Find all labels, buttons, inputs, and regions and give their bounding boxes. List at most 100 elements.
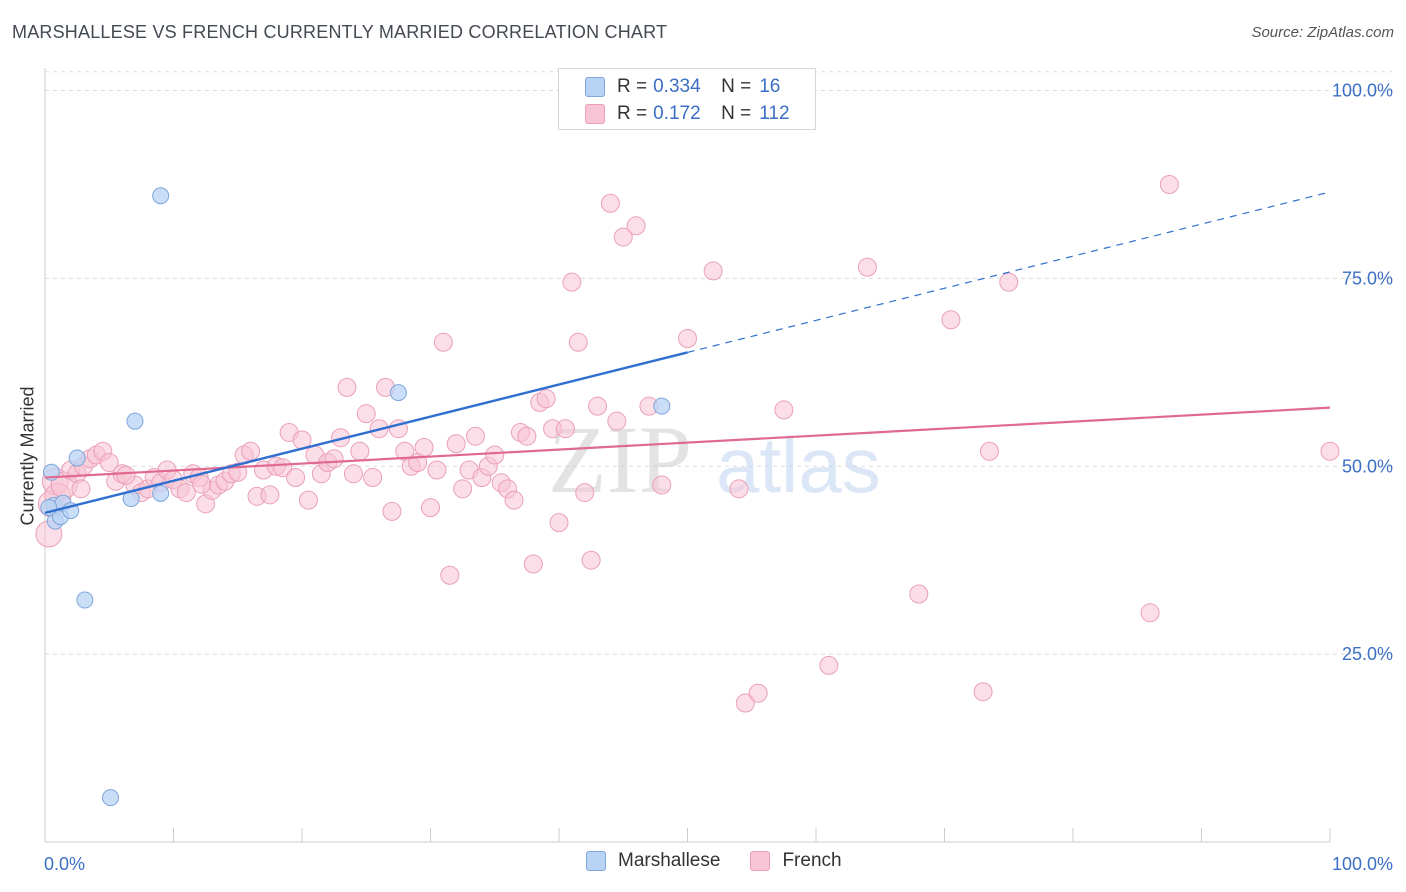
- french-point: [568, 332, 588, 352]
- french-point: [446, 434, 466, 454]
- french-point: [549, 513, 569, 533]
- french-point: [465, 426, 485, 446]
- n-value: 16: [759, 76, 781, 97]
- marshallese-point: [152, 187, 170, 205]
- french-point: [735, 693, 755, 713]
- marshallese-point: [152, 484, 170, 502]
- marshallese-swatch: [585, 77, 605, 97]
- french-point: [485, 445, 505, 465]
- french-point: [979, 441, 999, 461]
- r-label: R =: [617, 76, 648, 97]
- french-point: [427, 460, 447, 480]
- french-point: [819, 655, 839, 675]
- marshallese-trend-line: [44, 351, 688, 515]
- french-point: [414, 437, 434, 457]
- marshallese-point: [126, 412, 144, 430]
- y-tick-label: 25.0%: [1342, 644, 1393, 664]
- french-point: [678, 329, 697, 349]
- french-point: [241, 441, 261, 461]
- marshallese-point: [76, 591, 94, 609]
- marshallese-trend-extension: [687, 191, 1331, 354]
- legend-item-marshallese[interactable]: Marshallese: [586, 850, 720, 872]
- french-point: [652, 475, 672, 495]
- french-point: [298, 490, 318, 510]
- french-point: [286, 468, 306, 488]
- correlation-legend: R = 0.334 N = 16 R = 0.172 N = 112: [558, 68, 816, 130]
- french-point: [421, 498, 440, 518]
- marshallese-point: [40, 499, 58, 517]
- french-point: [581, 550, 601, 570]
- french-point: [356, 404, 376, 424]
- french-point: [343, 464, 363, 484]
- french-point: [453, 479, 473, 499]
- french-point: [337, 377, 357, 397]
- french-swatch: [750, 851, 771, 871]
- french-point: [536, 389, 556, 409]
- chart-title: MARSHALLESE VS FRENCH CURRENTLY MARRIED …: [12, 22, 668, 42]
- french-point: [324, 449, 344, 469]
- french-point: [382, 501, 402, 521]
- tick-labels: 25.0% 50.0% 75.0% 100.0% 0.0% 100.0%: [44, 81, 1393, 874]
- y-tick-label: 100.0%: [1332, 81, 1393, 101]
- french-point: [517, 426, 537, 446]
- marshallese-point: [102, 789, 120, 807]
- watermark: ZIP atlas: [548, 406, 881, 513]
- french-point: [1159, 174, 1179, 194]
- n-value: 112: [759, 103, 790, 124]
- french-point: [748, 683, 768, 703]
- french-point: [703, 261, 723, 281]
- french-point: [555, 419, 575, 439]
- series-legend: Marshallese French: [586, 850, 872, 872]
- r-value: 0.334: [653, 76, 701, 97]
- n-label: N =: [721, 76, 752, 97]
- legend-row-marshallese: R = 0.334 N = 16: [585, 74, 780, 100]
- french-point: [260, 485, 280, 505]
- french-point: [909, 584, 929, 604]
- french-point: [176, 483, 196, 503]
- french-point: [600, 193, 620, 213]
- french-point: [363, 468, 383, 488]
- french-point: [941, 310, 961, 330]
- french-point: [504, 490, 524, 510]
- marshallese-swatch: [586, 851, 606, 871]
- french-point: [607, 411, 627, 431]
- french-point: [973, 682, 993, 702]
- french-point: [350, 441, 370, 461]
- french-swatch: [585, 104, 605, 124]
- r-value: 0.172: [653, 103, 701, 124]
- x-tick-label: 0.0%: [44, 854, 85, 874]
- marshallese-point: [653, 397, 671, 415]
- french-point: [71, 479, 91, 499]
- y-tick-label: 75.0%: [1342, 268, 1393, 288]
- axes: [44, 68, 1331, 843]
- french-point: [999, 272, 1019, 292]
- french-trend-line: [44, 406, 1331, 479]
- french-point: [440, 565, 460, 585]
- french-point: [433, 332, 453, 352]
- french-point: [99, 453, 119, 473]
- french-point: [774, 400, 794, 420]
- marshallese-point: [389, 384, 407, 402]
- french-point: [523, 554, 543, 574]
- french-point: [575, 483, 595, 503]
- source-credit: Source: ZipAtlas.com: [1251, 24, 1394, 41]
- french-point: [562, 272, 582, 292]
- n-label: N =: [721, 103, 752, 124]
- gridlines: [45, 71, 1392, 655]
- french-point: [1140, 603, 1160, 623]
- legend-item-french[interactable]: French: [750, 850, 842, 872]
- french-point: [116, 465, 136, 485]
- french-point: [613, 227, 633, 247]
- french-point: [588, 396, 608, 416]
- r-label: R =: [617, 103, 648, 124]
- legend-row-french: R = 0.172 N = 112: [585, 101, 790, 127]
- x-tick-label: 100.0%: [1332, 854, 1393, 874]
- french-point: [729, 479, 749, 499]
- legend-label: French: [782, 850, 842, 871]
- french-point: [626, 216, 646, 236]
- y-tick-label: 50.0%: [1342, 456, 1393, 476]
- legend-label: Marshallese: [618, 850, 721, 871]
- marshallese-points: [40, 187, 671, 807]
- marshallese-point: [68, 449, 86, 467]
